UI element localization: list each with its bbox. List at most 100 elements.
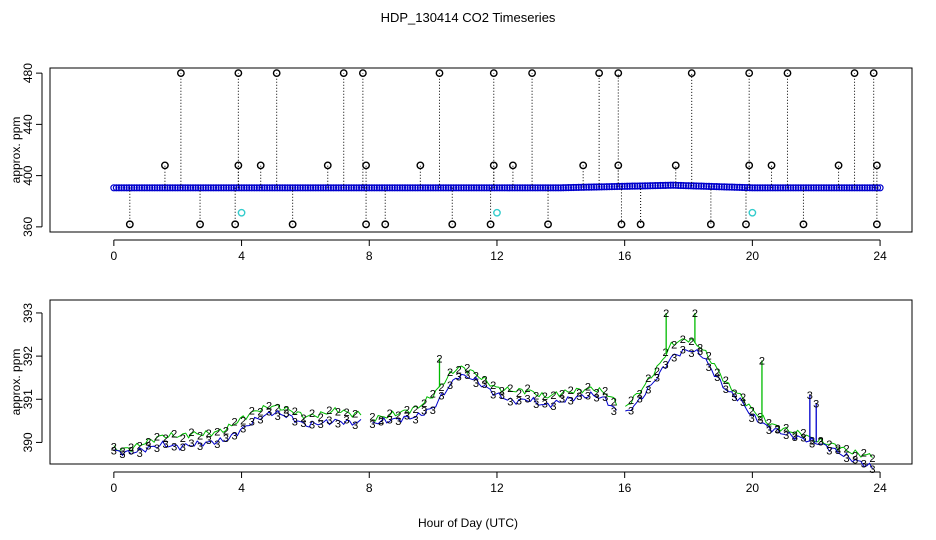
- baseline-point: [626, 182, 634, 190]
- bottom-plot-frame: [49, 299, 913, 465]
- series-2-label: 2: [550, 390, 556, 402]
- baseline-point: [306, 184, 315, 192]
- baseline-point: [189, 184, 197, 192]
- baseline-point: [322, 184, 330, 192]
- series-2-label: 2: [714, 367, 720, 379]
- baseline-point: [794, 184, 802, 192]
- baseline-point: [335, 184, 343, 192]
- series-3-label: 3: [387, 414, 393, 426]
- baseline-point: [455, 184, 463, 192]
- baseline-point: [667, 181, 675, 189]
- low-spike-point: [362, 220, 370, 229]
- series-3-label: 3: [662, 359, 668, 371]
- baseline-point: [429, 184, 437, 192]
- series-3-label: 3: [292, 416, 298, 428]
- high-spike-point: [234, 69, 243, 78]
- series-3-label: 3: [826, 445, 832, 457]
- baseline-point: [388, 184, 396, 192]
- baseline-point: [559, 184, 567, 192]
- high-spike-point: [528, 69, 536, 78]
- series-2-label: 2: [499, 386, 505, 398]
- series-2-label: 2: [723, 375, 729, 387]
- series-3-label: 3: [585, 390, 591, 402]
- baseline-point: [350, 184, 358, 192]
- baseline-point: [613, 182, 621, 191]
- series-3-label: 3: [516, 396, 522, 408]
- series-2-label: 2: [387, 408, 393, 420]
- green-spike-label: 2: [436, 353, 442, 365]
- top-x-tick-label: 4: [238, 249, 245, 263]
- series-2-label: 2: [249, 406, 255, 418]
- blue-spike-label: 3: [807, 390, 813, 402]
- series-2-label: 2: [464, 363, 470, 375]
- series-3-label: 3: [688, 348, 694, 360]
- series-3-label: 3: [145, 441, 151, 453]
- baseline-point: [184, 184, 192, 192]
- mid-spike-point: [416, 161, 425, 170]
- baseline-point: [529, 184, 537, 192]
- baseline-point: [406, 184, 414, 192]
- series-2-label: 2: [438, 382, 444, 394]
- baseline-point: [628, 182, 636, 190]
- series-2-label: 2: [309, 408, 315, 420]
- series-2-label: 2: [525, 383, 531, 395]
- baseline-point: [743, 184, 751, 192]
- baseline-point: [488, 184, 496, 192]
- series-3-label: 3: [318, 419, 324, 431]
- series-3-label: 3: [576, 391, 582, 403]
- baseline-point: [516, 184, 524, 192]
- top-y-tick-label: 400: [21, 165, 35, 185]
- series-2-label: 2: [559, 388, 565, 400]
- baseline-point: [807, 184, 815, 192]
- series-2-label: 2: [223, 426, 229, 438]
- top-x-tick-label: 24: [873, 249, 887, 263]
- high-spike-point: [745, 69, 754, 78]
- baseline-point: [248, 184, 256, 192]
- series-2-label: 2: [412, 404, 418, 416]
- baseline-point: [659, 181, 667, 190]
- baseline-point: [273, 184, 281, 192]
- high-spike-point: [176, 69, 185, 78]
- baseline-point: [146, 184, 154, 192]
- series-3-label: 3: [550, 401, 556, 413]
- baseline-point: [776, 184, 785, 192]
- baseline-point: [447, 184, 455, 192]
- baseline-point: [373, 184, 381, 192]
- baseline-point: [715, 183, 723, 191]
- baseline-point: [120, 184, 128, 192]
- mid-spike-point: [671, 161, 680, 170]
- baseline-point: [587, 183, 596, 191]
- baseline-point: [360, 184, 368, 192]
- series-3-label: 3: [645, 385, 651, 397]
- series-3-label: 3: [843, 453, 849, 465]
- bottom-y-tick-label: 391: [21, 389, 35, 409]
- baseline-point: [207, 184, 215, 192]
- baseline-point: [266, 184, 274, 192]
- baseline-point: [792, 184, 800, 192]
- series-2-label: 2: [740, 392, 746, 404]
- baseline-point: [498, 184, 506, 192]
- series-2-label: 2: [628, 395, 634, 407]
- top-y-tick-label: 480: [21, 63, 35, 83]
- baseline-point: [171, 184, 179, 192]
- bottom-x-tick-label: 8: [366, 481, 373, 495]
- baseline-point: [720, 183, 728, 191]
- baseline-point: [375, 184, 384, 192]
- series-3-label: 3: [490, 390, 496, 402]
- baseline-point: [856, 184, 864, 192]
- baseline-point: [600, 183, 608, 191]
- baseline-point: [143, 184, 151, 192]
- baseline-point: [112, 184, 121, 192]
- baseline-point: [271, 184, 279, 192]
- baseline-point: [820, 184, 828, 192]
- series-2-label: 2: [706, 351, 712, 363]
- baseline-point: [283, 184, 292, 192]
- baseline-point: [411, 184, 419, 192]
- baseline-point: [357, 184, 366, 192]
- series-3-label: 3: [775, 424, 781, 436]
- baseline-point: [621, 182, 629, 190]
- baseline-point: [426, 184, 435, 192]
- baseline-point: [866, 184, 874, 192]
- baseline-point: [253, 184, 261, 192]
- baseline-point: [804, 184, 813, 192]
